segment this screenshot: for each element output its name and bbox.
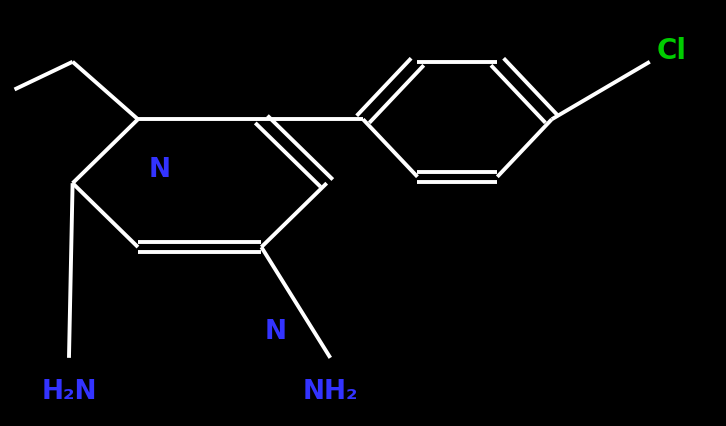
Text: H₂N: H₂N <box>41 379 97 405</box>
Text: Cl: Cl <box>656 37 687 65</box>
Text: NH₂: NH₂ <box>303 379 358 405</box>
Text: N: N <box>149 157 171 184</box>
Text: N: N <box>265 319 287 345</box>
